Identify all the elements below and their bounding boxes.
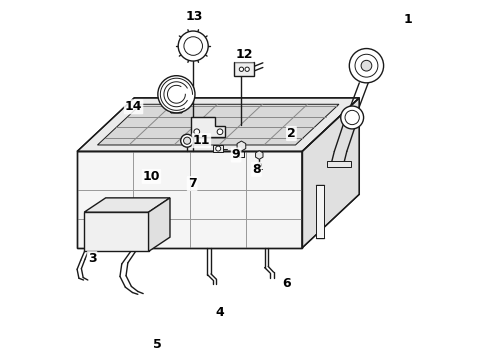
Circle shape <box>239 67 244 71</box>
Polygon shape <box>192 117 225 137</box>
Text: 7: 7 <box>188 177 196 190</box>
Polygon shape <box>237 141 246 151</box>
Circle shape <box>181 134 194 147</box>
Circle shape <box>349 49 384 83</box>
Text: 10: 10 <box>143 170 160 183</box>
Circle shape <box>345 111 359 125</box>
Text: 2: 2 <box>287 127 296 140</box>
Text: 14: 14 <box>125 100 142 113</box>
Polygon shape <box>302 98 359 248</box>
Circle shape <box>217 129 223 135</box>
Circle shape <box>184 37 202 55</box>
Polygon shape <box>77 98 359 152</box>
Polygon shape <box>84 198 170 212</box>
Circle shape <box>194 129 199 135</box>
Circle shape <box>158 76 195 113</box>
Polygon shape <box>234 62 254 76</box>
Polygon shape <box>148 198 170 251</box>
Circle shape <box>245 67 249 71</box>
Text: 9: 9 <box>232 148 241 162</box>
Circle shape <box>178 31 208 61</box>
Text: 11: 11 <box>193 134 210 147</box>
Circle shape <box>361 60 372 71</box>
Text: 3: 3 <box>88 252 97 265</box>
Circle shape <box>355 54 378 77</box>
Circle shape <box>184 137 191 144</box>
Text: 6: 6 <box>282 277 291 290</box>
Text: 4: 4 <box>216 306 224 319</box>
Text: 1: 1 <box>403 13 412 26</box>
Bar <box>317 185 323 238</box>
Bar <box>327 161 351 167</box>
Text: 12: 12 <box>236 49 253 62</box>
Text: 13: 13 <box>186 10 203 23</box>
Circle shape <box>216 146 220 151</box>
Text: 8: 8 <box>252 163 261 176</box>
Polygon shape <box>84 212 148 251</box>
Text: 5: 5 <box>153 338 162 351</box>
Circle shape <box>257 163 262 167</box>
Polygon shape <box>256 151 263 159</box>
Bar <box>213 145 223 152</box>
Circle shape <box>341 106 364 129</box>
Polygon shape <box>77 152 302 248</box>
Polygon shape <box>98 104 339 145</box>
